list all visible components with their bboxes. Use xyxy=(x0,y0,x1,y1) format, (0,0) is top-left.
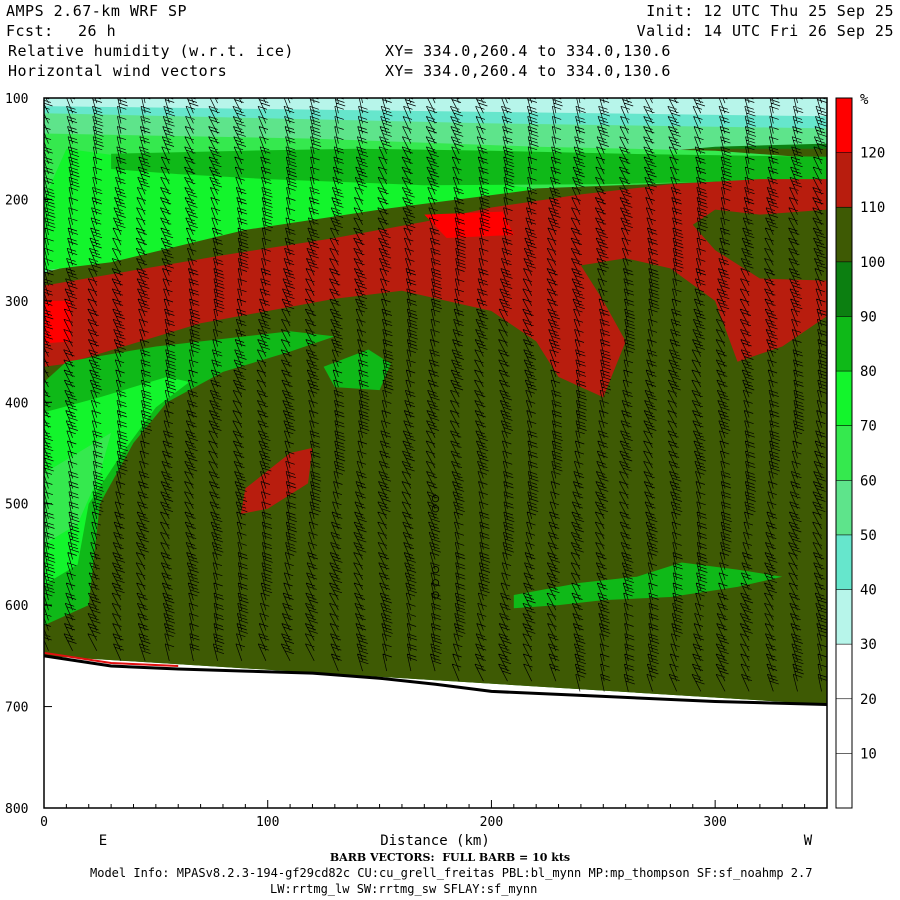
colorbar-swatch xyxy=(836,480,852,535)
rh-region-rh_gt120 xyxy=(44,300,71,344)
xy-line-rh: XY= 334.0,260.4 to 334.0,130.6 xyxy=(385,42,671,60)
colorbar-swatch xyxy=(836,534,852,590)
model-info-line-2: LW:rrtmg_lw SW:rrtmg_sw SFLAY:sf_mynn xyxy=(270,882,538,896)
colorbar-level-label: 110 xyxy=(860,200,885,216)
rh-region-rh_gt120 xyxy=(424,211,514,238)
x-tick-label: 100 xyxy=(256,815,279,830)
below-ground xyxy=(44,655,827,808)
field-name-rh: Relative humidity (w.r.t. ice) xyxy=(8,42,294,60)
colorbar-swatch xyxy=(836,316,852,372)
y-tick-label: 800 xyxy=(5,802,28,817)
colorbar-swatch xyxy=(836,207,852,262)
y-tick-label: 400 xyxy=(5,396,28,411)
x-tick-label: 200 xyxy=(480,815,503,830)
terrain xyxy=(44,651,827,808)
right-end-label: W xyxy=(804,833,813,849)
colorbar-swatch xyxy=(836,152,852,208)
y-tick-label: 100 xyxy=(5,92,28,107)
axes: 100 200 300 400 500 600 700 800 0 100 200 300 xyxy=(5,92,828,830)
xy-line-wind: XY= 334.0,260.4 to 334.0,130.6 xyxy=(385,62,671,80)
colorbar-level-label: 70 xyxy=(860,419,877,435)
model-info-line-1: Model Info: MPASv8.2.3-194-gf29cd82c CU:… xyxy=(90,866,813,880)
colorbar-level-label: 50 xyxy=(860,528,877,544)
rh-region-rh_80_90 xyxy=(513,562,783,609)
colorbar-swatch xyxy=(836,698,852,754)
terrain-surface-line xyxy=(44,654,827,706)
wind-barbs xyxy=(44,98,827,692)
colorbar-unit: % xyxy=(860,92,869,108)
colorbar-level-label: 100 xyxy=(860,255,885,271)
colorbar-level-label: 40 xyxy=(860,583,877,599)
calm-wind-circle xyxy=(431,591,440,599)
field-name-wind: Horizontal wind vectors xyxy=(8,62,228,80)
y-tick-label: 700 xyxy=(5,701,28,716)
y-tick-label: 300 xyxy=(5,295,28,310)
calm-wind-circle xyxy=(431,579,440,587)
barb-note: BARB VECTORS: FULL BARB = 10 kts xyxy=(329,851,571,864)
x-tick-label: 0 xyxy=(40,815,48,830)
left-end-label: E xyxy=(99,833,107,849)
calm-wind-circle xyxy=(431,505,440,513)
calm-wind-circle xyxy=(431,566,440,574)
rh-region-rh_80_90 xyxy=(111,148,827,186)
colorbar-level-label: 10 xyxy=(860,746,877,762)
model-title: AMPS 2.67-km WRF SP xyxy=(6,2,188,20)
rh-region-rh_110_120 xyxy=(44,179,827,398)
forecast-hours: 26 h xyxy=(78,22,117,40)
x-axis-label: Distance (km) xyxy=(380,833,490,849)
colorbar-swatch xyxy=(836,425,852,481)
calm-wind-circle xyxy=(431,495,440,503)
wind-barb-glyphs xyxy=(44,98,827,692)
colorbar-level-label: 120 xyxy=(860,146,885,162)
colorbar-level-label: 60 xyxy=(860,473,877,489)
y-tick-label: 500 xyxy=(5,498,28,513)
colorbar: 120 110 100 90 80 70 60 50 40 30 20 10% xyxy=(835,92,885,809)
init-time: Init: 12 UTC Thu 25 Sep 25 xyxy=(646,2,894,20)
terrain-edge-highlight xyxy=(44,651,179,667)
colorbar-swatch xyxy=(836,589,852,645)
y-tick-label: 600 xyxy=(5,599,28,614)
colorbar-swatch xyxy=(836,98,852,153)
x-tick-label: 300 xyxy=(703,815,726,830)
colorbar-level-label: 90 xyxy=(860,309,877,325)
colorbar-swatch xyxy=(836,371,852,426)
plot-frame xyxy=(43,97,828,809)
colorbar-level-label: 80 xyxy=(860,364,877,380)
colorbar-level-label: 20 xyxy=(860,692,877,708)
rh-region-rh_80_90 xyxy=(323,349,391,391)
valid-time: Valid: 14 UTC Fri 26 Sep 25 xyxy=(636,22,894,40)
colorbar-swatch xyxy=(836,644,852,699)
colorbar-swatch xyxy=(836,261,852,317)
colorbar-level-label: 30 xyxy=(860,637,877,653)
colorbar-frame xyxy=(835,97,853,809)
colorbar-swatch xyxy=(836,753,852,808)
y-tick-label: 200 xyxy=(5,193,28,208)
rh-region-rh_70_80 xyxy=(44,376,190,585)
forecast-label: Fcst: xyxy=(6,22,54,40)
rh-region-rh_60_70 xyxy=(44,432,112,545)
